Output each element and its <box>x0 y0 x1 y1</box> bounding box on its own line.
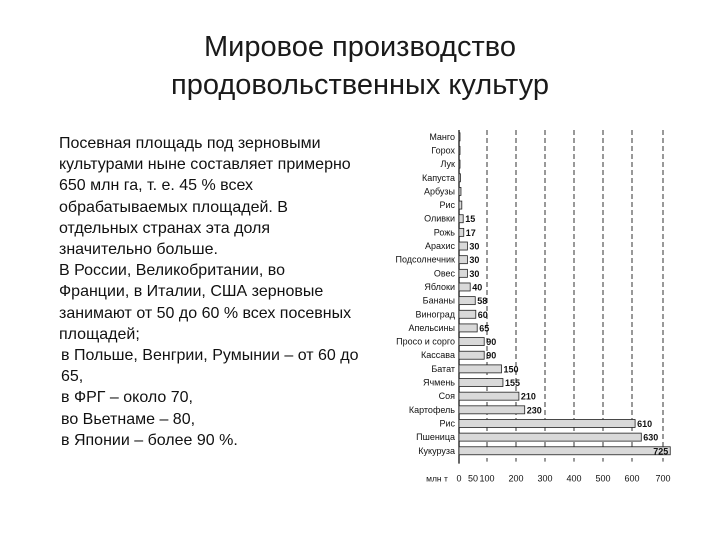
bar <box>458 419 636 428</box>
value-label: 30 <box>469 255 479 265</box>
value-label: 725 <box>653 446 668 456</box>
bar <box>458 309 477 319</box>
value-label: 155 <box>505 378 520 388</box>
value-label: 210 <box>521 392 536 402</box>
category-label: Виноград <box>415 309 455 319</box>
value-label: 60 <box>478 310 488 320</box>
bar <box>458 378 504 387</box>
x-tick-label: 600 <box>624 474 639 484</box>
value-label: 15 <box>465 214 475 224</box>
category-label: Оливки <box>424 214 455 224</box>
value-label: 30 <box>469 269 479 279</box>
bar <box>458 323 478 333</box>
x-tick-label: 300 <box>537 474 552 484</box>
value-label: 65 <box>479 323 489 333</box>
bar <box>458 337 485 346</box>
value-label: 17 <box>466 228 476 238</box>
category-label: Капуста <box>422 173 455 183</box>
bar <box>458 391 520 401</box>
category-label: Арахис <box>425 241 456 251</box>
category-label: Яблоки <box>424 282 455 292</box>
paragraph-russia-uk: В России, Великобритании, во Франции, в … <box>59 262 352 343</box>
category-label: Просо и сорго <box>396 337 455 347</box>
bar <box>458 214 464 224</box>
bar <box>458 173 461 183</box>
value-label: 58 <box>477 296 487 306</box>
category-label: Пшеница <box>416 432 455 442</box>
category-label: Батат <box>431 364 455 374</box>
category-label: Манго <box>429 132 455 142</box>
paragraph-japan: в Японии – более 90 %. <box>61 431 238 449</box>
paragraph-frg: в ФРГ – около 70, <box>61 389 193 407</box>
x-tick-label: 500 <box>595 474 610 484</box>
title-line-2: продовольственных культур <box>171 69 549 101</box>
paragraph-grain-share: Посевная площадь под зерновыми культурам… <box>59 135 351 259</box>
x-tick-label: 400 <box>566 474 581 484</box>
value-label: 90 <box>486 337 496 347</box>
category-label: Ячмень <box>423 378 455 388</box>
bar <box>458 268 468 278</box>
title-line-1: Мировое производство <box>204 31 516 63</box>
value-label: 230 <box>527 405 542 415</box>
category-label: Горох <box>431 145 455 155</box>
bar <box>458 132 461 142</box>
x-tick-label: 0 <box>456 474 461 484</box>
category-label: Лук <box>441 159 456 169</box>
category-label: Картофель <box>409 405 455 415</box>
bar <box>458 432 642 442</box>
category-label: Арбузы <box>424 186 455 196</box>
bar <box>458 146 461 155</box>
bar <box>458 187 462 196</box>
category-label: Подсолнечник <box>396 255 456 265</box>
value-label: 150 <box>504 364 519 374</box>
paragraph-vietnam: во Вьетнаме – 80, <box>61 410 196 428</box>
bar <box>458 159 461 169</box>
value-label: 630 <box>643 433 658 443</box>
category-label: Кукуруза <box>418 446 455 456</box>
bar <box>458 200 463 210</box>
category-label: Овес <box>434 268 456 278</box>
value-label: 40 <box>472 282 482 292</box>
bar <box>458 446 671 456</box>
category-label: Рожь <box>434 227 456 237</box>
x-tick-label: 200 <box>508 474 523 484</box>
x-tick-label: 700 <box>655 474 670 484</box>
value-label: 610 <box>637 419 652 429</box>
slide-title: Мировое производство продовольственных к… <box>0 28 720 104</box>
bar <box>458 282 471 292</box>
category-label: Кассава <box>421 350 455 360</box>
paragraph-poland: в Польше, Венгрии, Румынии – от 60 до 65… <box>61 347 359 386</box>
x-tick-label: 50 <box>468 474 478 484</box>
bar <box>458 405 526 415</box>
bar <box>458 227 465 237</box>
bar <box>458 255 468 265</box>
category-label: Соя <box>439 391 456 401</box>
body-text: Посевная площадь под зерновыми культурам… <box>59 133 359 451</box>
category-label: Рис <box>439 200 455 210</box>
category-label: Апельсины <box>409 323 456 333</box>
value-label: 30 <box>469 242 479 252</box>
bar <box>458 350 485 360</box>
x-tick-label: 100 <box>479 474 494 484</box>
bar <box>458 241 468 251</box>
category-label: Бананы <box>423 296 455 306</box>
bar <box>458 364 502 374</box>
category-label: Рис <box>439 418 455 428</box>
x-axis-unit-label: млн т <box>426 474 448 484</box>
value-label: 90 <box>486 351 496 361</box>
bar <box>458 296 476 306</box>
